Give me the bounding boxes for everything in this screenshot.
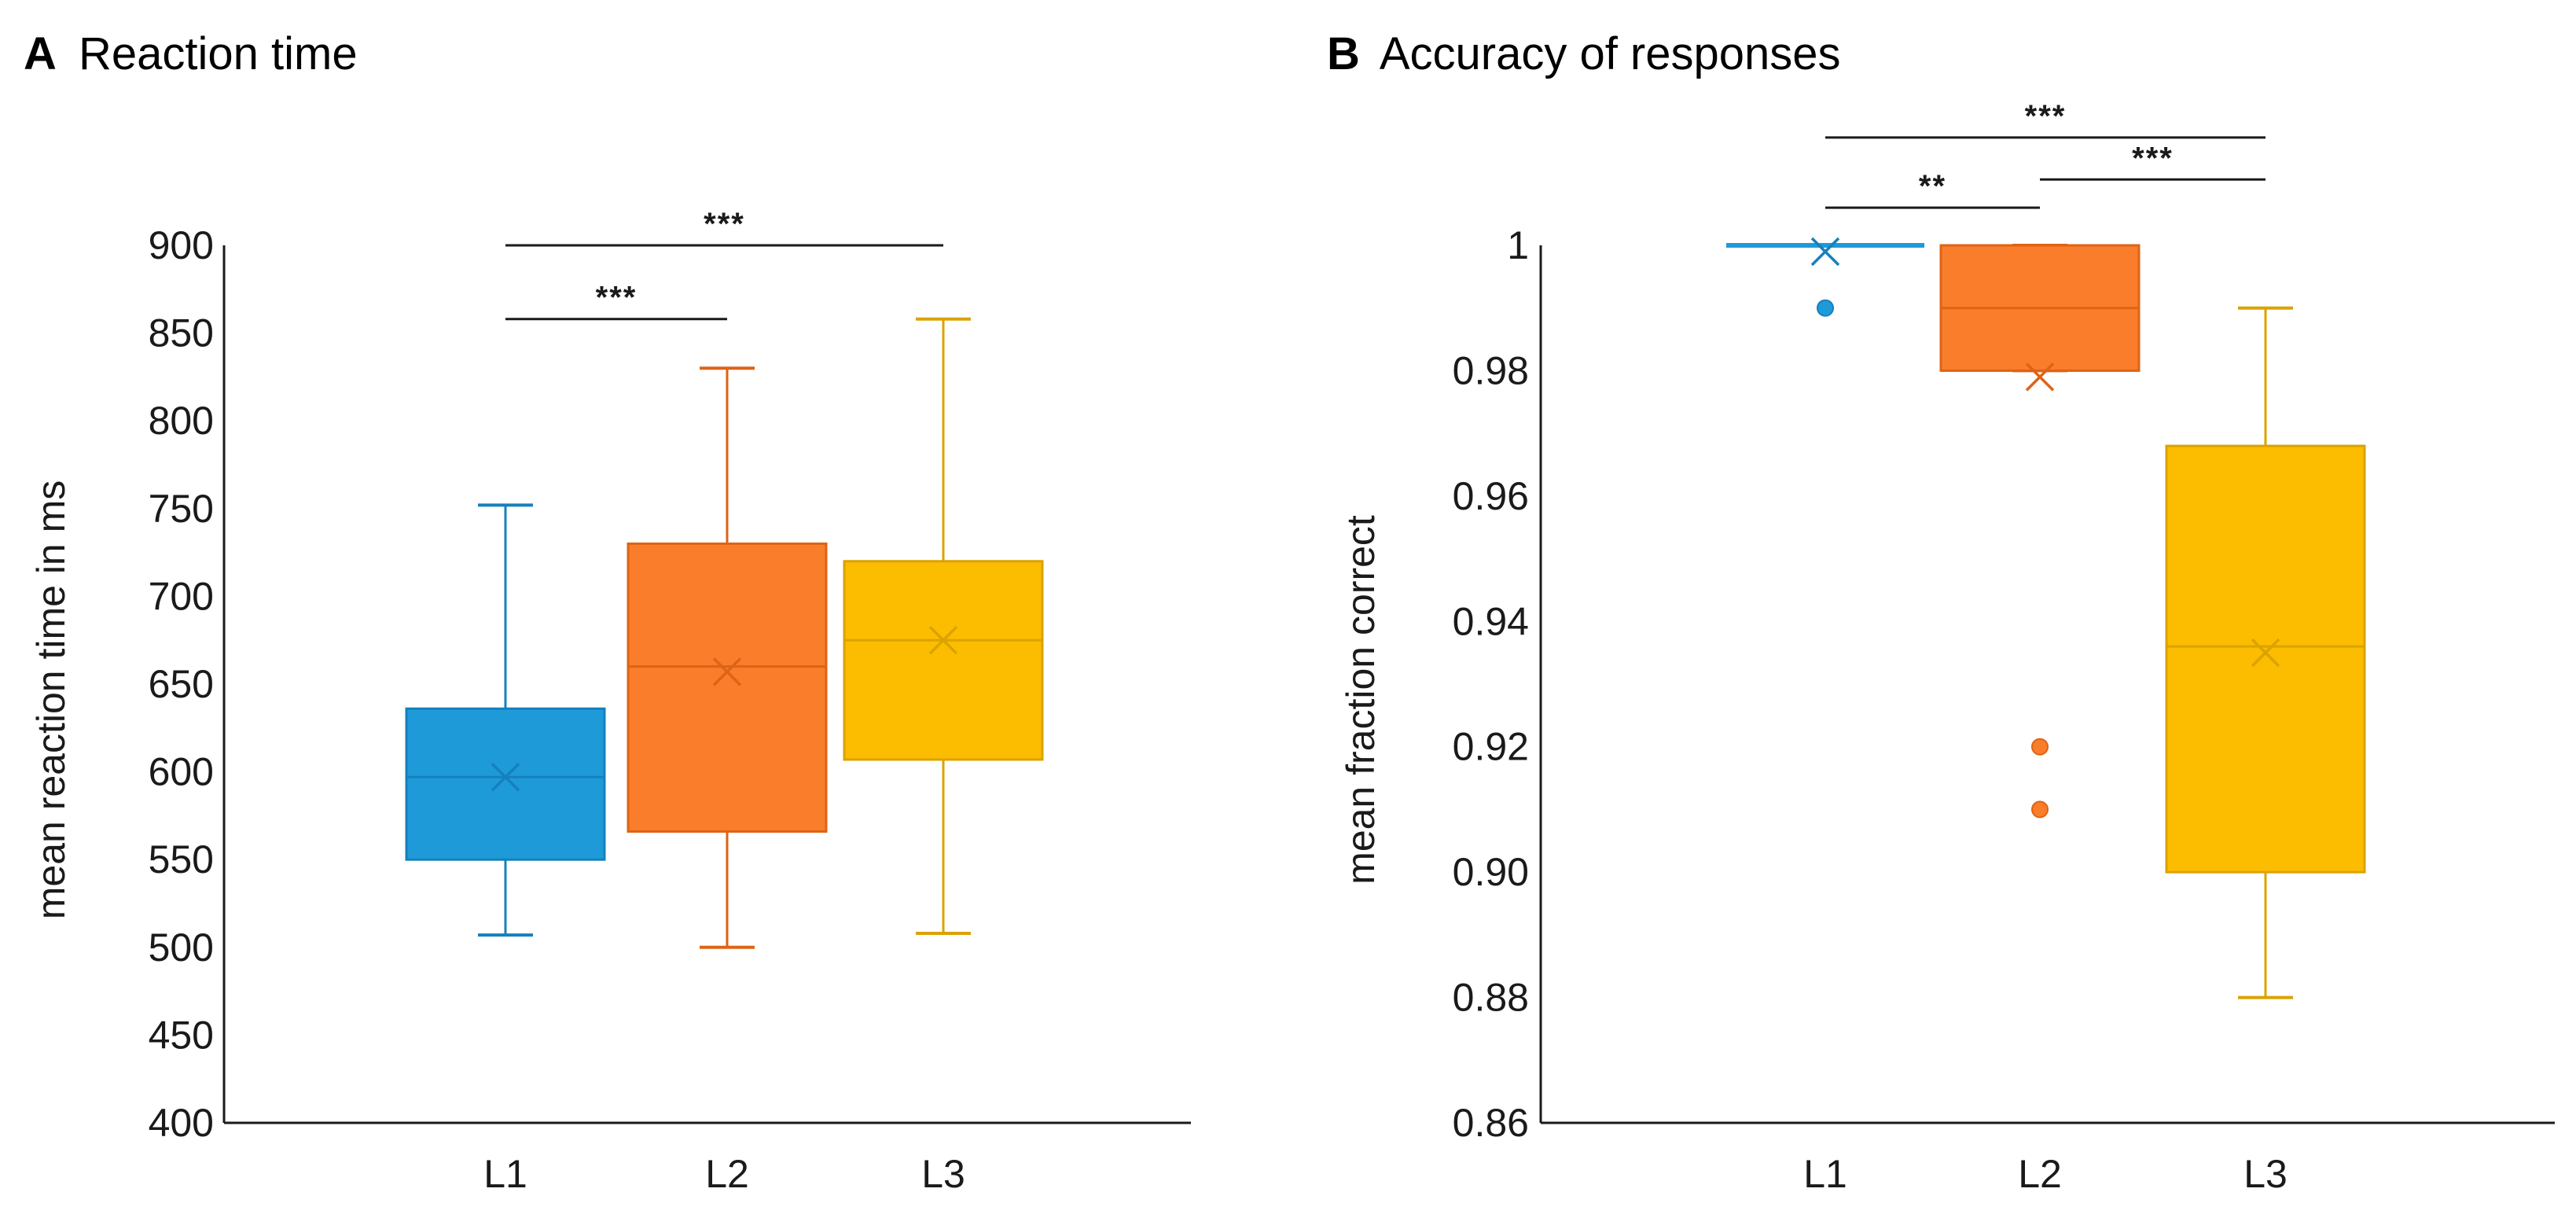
significance-label: ***: [2132, 141, 2174, 175]
x-category-label: L3: [921, 1152, 965, 1196]
y-tick-label: 800: [149, 399, 214, 443]
y-tick-label: 0.90: [1453, 850, 1529, 894]
mean-marker: [2251, 638, 2280, 668]
significance-bracket: ***: [505, 281, 727, 321]
y-tick-label: 0.88: [1453, 976, 1529, 1020]
significance-bracket: ***: [1825, 99, 2265, 139]
panel-a-plot: 400 450 500 550 600 650 700 750 800 850 900 mean re…: [29, 207, 1191, 1196]
y-tick-label: 550: [149, 837, 214, 881]
y-tick-label: 900: [149, 223, 214, 267]
panel-a-title: A Reaction time: [24, 28, 358, 79]
significance-label: ***: [596, 281, 638, 315]
significance-bracket: **: [1825, 169, 2040, 209]
y-axis-label: mean fraction correct: [1339, 515, 1383, 885]
mean-marker: [928, 625, 958, 655]
y-tick-label: 500: [149, 925, 214, 970]
significance-label: ***: [704, 207, 745, 241]
y-tick-label: 0.86: [1453, 1101, 1529, 1145]
x-category-label: L3: [2243, 1152, 2288, 1196]
panel-b-plot: 0.86 0.88 0.90 0.92 0.94 0.96 0.98 1 mean fracti…: [1339, 99, 2555, 1196]
x-category-label: L1: [1803, 1152, 1847, 1196]
panel-a-title-text: Reaction time: [79, 28, 358, 79]
significance-label: ***: [2025, 99, 2067, 134]
y-tick-label: 600: [149, 750, 214, 794]
y-tick-label: 1: [1507, 223, 1529, 267]
box-l1: [1726, 237, 1924, 317]
panel-b-title: B Accuracy of responses: [1327, 28, 1841, 79]
y-tick-label: 750: [149, 487, 214, 531]
mean-marker: [491, 763, 520, 792]
outlier-point: [2031, 800, 2049, 819]
box-l2: [627, 366, 828, 949]
mean-marker: [2025, 362, 2055, 392]
y-tick-label: 0.92: [1453, 725, 1529, 769]
y-tick-label: 0.98: [1453, 348, 1529, 392]
outlier-point: [1817, 299, 1834, 317]
x-category-label: L2: [705, 1152, 749, 1196]
panel-b-letter: B: [1327, 28, 1360, 79]
box-iqr: [627, 542, 828, 833]
mean-marker: [1810, 237, 1840, 267]
box-l3: [2165, 306, 2366, 999]
outlier-point: [2031, 738, 2049, 756]
panel-b-title-text: Accuracy of responses: [1380, 28, 1841, 79]
box-l1: [405, 503, 606, 937]
x-category-label: L1: [483, 1152, 527, 1196]
y-tick-label: 700: [149, 574, 214, 618]
box-iqr: [405, 707, 606, 861]
y-axis-label: mean reaction time in ms: [29, 480, 73, 920]
mean-marker: [712, 657, 742, 686]
y-tick-label: 0.94: [1453, 599, 1529, 643]
significance-label: **: [1919, 169, 1946, 204]
y-tick-label: 450: [149, 1013, 214, 1057]
box-l2: [1939, 244, 2141, 819]
y-tick-label: 650: [149, 662, 214, 706]
significance-bracket: ***: [2040, 141, 2265, 181]
panel-a-letter: A: [24, 28, 57, 79]
x-category-label: L2: [2018, 1152, 2062, 1196]
box-iqr: [2165, 444, 2366, 874]
y-tick-label: 850: [149, 311, 214, 355]
y-tick-label: 0.96: [1453, 474, 1529, 518]
y-tick-label: 400: [149, 1101, 214, 1145]
significance-bracket: ***: [505, 207, 943, 247]
box-iqr: [843, 560, 1044, 761]
box-l3: [843, 317, 1044, 935]
